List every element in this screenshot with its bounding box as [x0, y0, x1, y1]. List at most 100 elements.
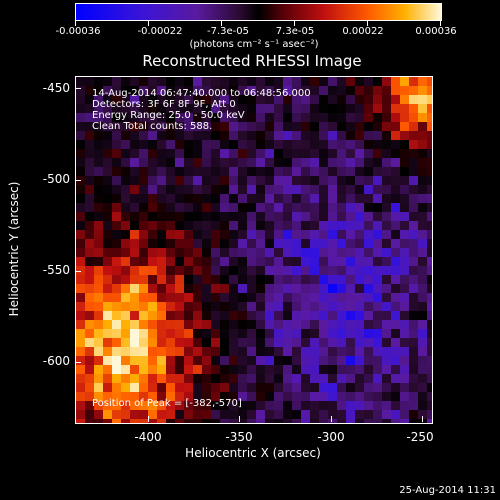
heatmap-pixel — [427, 374, 432, 384]
heatmap-pixel — [427, 95, 432, 105]
heatmap-pixel — [409, 185, 419, 195]
heatmap-pixel — [157, 392, 167, 402]
heatmap-pixel — [130, 329, 140, 339]
heatmap-pixel — [328, 419, 338, 423]
heatmap-pixel — [391, 356, 401, 366]
heatmap-pixel — [130, 230, 140, 240]
heatmap-pixel — [301, 122, 311, 132]
heatmap-pixel — [256, 401, 266, 411]
heatmap-pixel — [247, 347, 257, 357]
heatmap-pixel — [427, 266, 432, 276]
heatmap-pixel — [121, 149, 131, 159]
heatmap-pixel — [310, 392, 320, 402]
heatmap-pixel — [391, 95, 401, 105]
heatmap-pixel — [202, 104, 212, 114]
heatmap-pixel — [283, 122, 293, 132]
heatmap-pixel — [76, 95, 86, 105]
heatmap-pixel — [229, 221, 239, 231]
heatmap-pixel — [283, 329, 293, 339]
heatmap-pixel — [211, 383, 221, 393]
heatmap-pixel — [139, 185, 149, 195]
heatmap-pixel — [274, 419, 284, 423]
heatmap-pixel — [328, 104, 338, 114]
heatmap-pixel — [157, 383, 167, 393]
heatmap-pixel — [211, 293, 221, 303]
heatmap-pixel — [220, 266, 230, 276]
heatmap-pixel — [301, 212, 311, 222]
heatmap-pixel — [220, 338, 230, 348]
heatmap-pixel — [148, 122, 158, 132]
heatmap-pixel — [220, 149, 230, 159]
heatmap-pixel — [292, 338, 302, 348]
heatmap-pixel — [166, 284, 176, 294]
heatmap-pixel — [328, 131, 338, 141]
heatmap-pixel — [130, 221, 140, 231]
heatmap-pixel — [364, 347, 374, 357]
heatmap-pixel — [85, 365, 95, 375]
heatmap-pixel — [265, 329, 275, 339]
heatmap-pixel — [292, 194, 302, 204]
heatmap-pixel — [247, 131, 257, 141]
heatmap-pixel — [94, 320, 104, 330]
heatmap-pixel — [319, 338, 329, 348]
heatmap-pixel — [409, 356, 419, 366]
heatmap-pixel — [346, 113, 356, 123]
x-tick-mark — [239, 416, 240, 422]
heatmap-pixel — [229, 113, 239, 123]
heatmap-pixel — [310, 401, 320, 411]
heatmap-pixel — [418, 158, 428, 168]
heatmap-pixel — [238, 401, 248, 411]
heatmap-pixel — [112, 329, 122, 339]
heatmap-pixel — [94, 248, 104, 258]
heatmap-pixel — [418, 131, 428, 141]
heatmap-pixel — [391, 374, 401, 384]
heatmap-pixel — [157, 329, 167, 339]
heatmap-pixel — [148, 131, 158, 141]
heatmap-pixel — [346, 104, 356, 114]
heatmap-pixel — [301, 140, 311, 150]
heatmap-pixel — [175, 410, 185, 420]
heatmap-pixel — [301, 221, 311, 231]
heatmap-pixel — [238, 239, 248, 249]
heatmap-pixel — [175, 419, 185, 423]
heatmap-pixel — [400, 275, 410, 285]
y-tick-label: -550 — [42, 263, 70, 277]
heatmap-pixel — [355, 284, 365, 294]
heatmap-pixel — [427, 383, 432, 393]
heatmap-pixel — [328, 230, 338, 240]
heatmap-pixel — [310, 293, 320, 303]
heatmap-pixel — [400, 248, 410, 258]
heatmap-pixel — [256, 266, 266, 276]
heatmap-pixel — [265, 374, 275, 384]
heatmap-pixel — [256, 248, 266, 258]
heatmap-pixel — [130, 77, 140, 87]
heatmap-pixel — [382, 275, 392, 285]
heatmap-pixel — [409, 257, 419, 267]
heatmap-pixel — [139, 230, 149, 240]
heatmap-pixel — [193, 419, 203, 423]
heatmap-pixel — [409, 419, 419, 423]
heatmap-pixel — [346, 338, 356, 348]
heatmap-pixel — [184, 338, 194, 348]
heatmap-pixel — [256, 86, 266, 96]
heatmap-pixel — [427, 185, 432, 195]
heatmap-pixel — [139, 77, 149, 87]
heatmap-pixel — [310, 329, 320, 339]
heatmap-pixel — [166, 302, 176, 312]
heatmap-pixel — [211, 104, 221, 114]
heatmap-pixel — [112, 293, 122, 303]
heatmap-pixel — [427, 248, 432, 258]
heatmap-pixel — [247, 266, 257, 276]
heatmap-pixel — [229, 95, 239, 105]
heatmap-pixel — [337, 77, 347, 87]
heatmap-pixel — [391, 293, 401, 303]
heatmap-pixel — [364, 311, 374, 321]
heatmap-pixel — [247, 338, 257, 348]
heatmap-pixel — [355, 419, 365, 423]
heatmap-pixel — [337, 95, 347, 105]
heatmap-pixel — [274, 356, 284, 366]
heatmap-pixel — [382, 212, 392, 222]
heatmap-pixel — [193, 320, 203, 330]
heatmap-pixel — [121, 158, 131, 168]
heatmap-pixel — [328, 284, 338, 294]
